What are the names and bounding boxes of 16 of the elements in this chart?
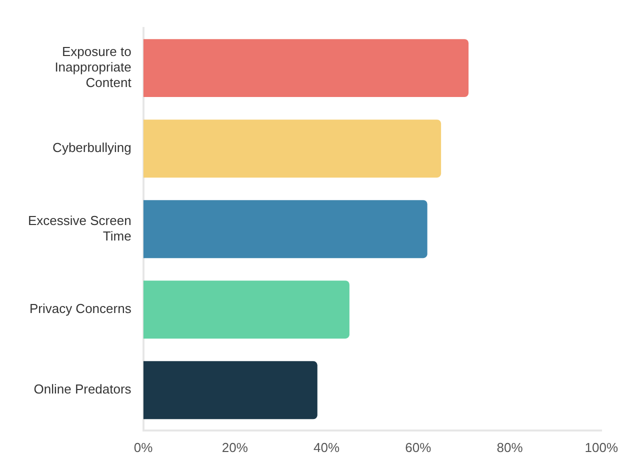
y-tick-label: Online Predators [34,382,132,397]
y-tick-label: Excessive Screen Time [28,212,132,244]
x-tick-label: 100% [584,440,618,455]
bar [143,361,318,420]
x-tick-label: 0% [134,440,154,455]
y-tick-label: Exposure to Inappropriate Content [54,44,132,90]
y-tick-label: Cyberbullying [52,140,132,156]
x-tick-label: 40% [314,440,340,455]
x-tick-label: 60% [405,440,432,455]
y-tick-label: Privacy Concerns [29,301,132,316]
x-tick-label: 80% [496,440,524,455]
x-tick-label: 20% [222,440,248,455]
bar [143,120,442,178]
bar [143,200,428,258]
bar [143,280,350,339]
bar [143,39,469,98]
